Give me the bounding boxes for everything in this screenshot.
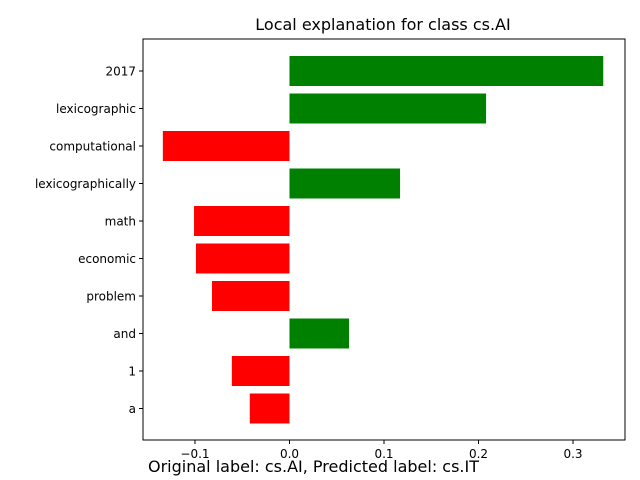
y-tick-label: 2017 — [105, 65, 136, 79]
plot-frame — [142, 38, 626, 441]
x-tick-label: 0.1 — [374, 447, 393, 461]
bar-math — [194, 206, 290, 236]
chart-title: Local explanation for class cs.AI — [255, 15, 510, 34]
y-tick-label: lexicographic — [56, 102, 136, 116]
y-tick-label: 1 — [128, 365, 136, 379]
plot-area: 2017 lexicographic computational lexicograp… — [35, 56, 604, 461]
x-tick-label: −0.1 — [180, 447, 209, 461]
bar-lexicographically — [289, 168, 401, 199]
x-tick-label: 0.0 — [280, 447, 299, 461]
caption: Original label: cs.AI, Predicted label: … — [148, 457, 479, 476]
bar-and — [289, 318, 350, 349]
bar-a — [249, 393, 290, 424]
bar-problem — [211, 281, 290, 311]
y-tick-label: lexicographically — [35, 177, 136, 191]
y-tick-label: economic — [78, 252, 136, 266]
y-tick-label: math — [105, 215, 136, 229]
y-tick-label: a — [129, 402, 136, 416]
x-tick-label: 0.2 — [469, 447, 488, 461]
y-tick-label: and — [113, 327, 136, 341]
bar-2017 — [289, 56, 604, 86]
bar-1 — [231, 356, 290, 386]
y-tick-label: computational — [49, 140, 136, 154]
bar-economic — [195, 243, 290, 274]
bar-lexicographic — [289, 93, 487, 124]
y-tick-label: problem — [86, 290, 136, 304]
bar-computational — [162, 131, 290, 161]
x-tick-label: 0.3 — [563, 447, 582, 461]
